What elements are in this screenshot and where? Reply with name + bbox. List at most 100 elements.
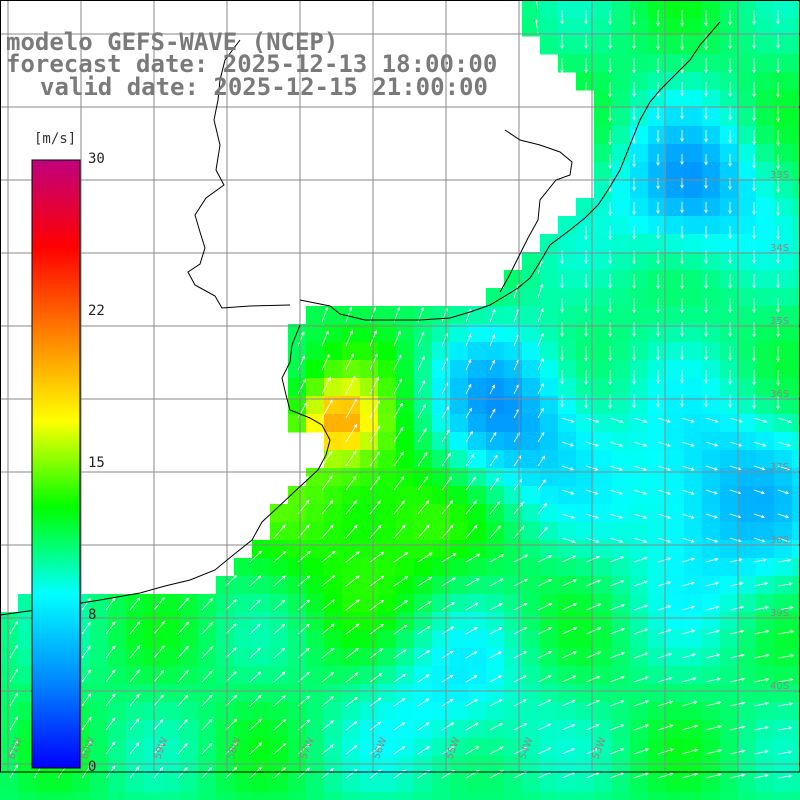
field-cell xyxy=(360,486,379,505)
field-cell xyxy=(666,684,685,703)
wind-arrow xyxy=(609,700,624,707)
field-cell xyxy=(630,774,649,793)
field-cell xyxy=(666,468,685,487)
latitude-label: 38S xyxy=(770,535,789,546)
field-cell xyxy=(468,504,487,523)
wind-arrow-head xyxy=(584,94,588,99)
field-cell xyxy=(612,270,631,289)
wind-arrow-head xyxy=(752,260,756,264)
wind-arrow-head xyxy=(447,452,451,457)
field-cell xyxy=(648,414,667,433)
wind-arrow-head xyxy=(87,669,92,674)
wind-arrow xyxy=(561,748,575,755)
field-cell xyxy=(414,576,433,595)
field-cell xyxy=(504,666,523,685)
field-cell xyxy=(792,558,800,577)
field-cell xyxy=(702,126,721,145)
wind-arrow-head xyxy=(14,716,19,721)
field-cell xyxy=(594,234,613,253)
wind-arrow-head xyxy=(608,381,612,386)
wind-arrow xyxy=(633,772,649,779)
wind-arrow-head xyxy=(376,400,381,404)
wind-arrow xyxy=(537,579,552,587)
wind-arrow-head xyxy=(257,599,261,604)
wind-arrow xyxy=(681,537,695,543)
wind-arrow-head xyxy=(718,749,723,753)
field-cell xyxy=(756,54,775,73)
field-cell xyxy=(612,378,631,397)
wind-arrow-head xyxy=(493,431,497,436)
wind-arrow xyxy=(129,621,141,635)
field-cell xyxy=(774,468,793,487)
wind-arrow-head xyxy=(519,478,523,483)
field-cell xyxy=(756,432,775,451)
field-cell xyxy=(198,666,217,685)
wind-arrow-head xyxy=(428,576,433,581)
wind-arrow-head xyxy=(608,69,612,74)
title-model: modelo GEFS-WAVE (NCEP) xyxy=(6,28,339,56)
field-cell xyxy=(162,684,181,703)
field-cell xyxy=(666,558,685,577)
field-cell xyxy=(288,594,307,613)
wind-arrow xyxy=(465,334,472,347)
wind-arrow xyxy=(369,476,381,491)
wind-arrow-head xyxy=(376,475,381,480)
field-cell xyxy=(126,756,145,775)
wind-arrow xyxy=(585,627,601,635)
wind-arrow xyxy=(705,537,718,543)
field-cell xyxy=(180,594,199,613)
field-cell xyxy=(288,540,307,559)
field-cell xyxy=(648,18,667,37)
field-cell xyxy=(666,738,685,757)
wind-arrow-head xyxy=(403,624,408,628)
field-cell xyxy=(684,522,703,541)
wind-arrow-head xyxy=(776,284,780,289)
field-cell xyxy=(738,558,757,577)
field-cell xyxy=(540,558,559,577)
field-cell xyxy=(630,360,649,379)
wind-arrow-head xyxy=(160,694,164,698)
wind-arrow-head xyxy=(728,140,732,144)
wind-arrow xyxy=(609,489,623,495)
field-cell xyxy=(630,558,649,577)
field-cell xyxy=(792,198,800,217)
field-cell xyxy=(522,18,541,37)
field-cell xyxy=(234,756,253,775)
wind-arrow-head xyxy=(680,23,684,27)
wind-arrow-head xyxy=(667,557,672,561)
field-cell xyxy=(576,504,595,523)
field-cell xyxy=(648,792,667,800)
field-cell xyxy=(720,180,739,199)
field-cell xyxy=(378,522,397,541)
wind-arrow-head xyxy=(450,722,455,726)
field-cell xyxy=(594,252,613,271)
field-cell xyxy=(396,702,415,721)
field-cell xyxy=(666,54,685,73)
wind-arrow xyxy=(345,476,357,491)
wind-arrow-head xyxy=(547,723,552,727)
wind-arrow xyxy=(609,537,623,543)
field-cell xyxy=(684,306,703,325)
wind-arrow-head xyxy=(620,772,625,776)
field-cell xyxy=(540,252,559,271)
wind-arrow-head xyxy=(752,45,756,50)
wind-arrow xyxy=(537,771,551,779)
wind-arrow-head xyxy=(728,69,732,74)
wind-arrow-head xyxy=(715,629,720,634)
field-cell xyxy=(558,360,577,379)
field-cell xyxy=(162,666,181,685)
field-cell xyxy=(738,486,757,505)
wind-arrow xyxy=(777,583,792,587)
field-cell xyxy=(306,702,325,721)
field-cell xyxy=(522,648,541,667)
field-cell xyxy=(324,666,343,685)
wind-arrow-head xyxy=(739,419,743,423)
wind-arrow-head xyxy=(474,699,479,703)
wind-arrow-head xyxy=(305,475,309,479)
field-cell xyxy=(108,702,127,721)
wind-arrow-head xyxy=(619,443,624,447)
wind-arrow-head xyxy=(680,260,684,265)
field-cell xyxy=(324,756,343,775)
field-cell xyxy=(216,594,235,613)
field-cell xyxy=(684,360,703,379)
